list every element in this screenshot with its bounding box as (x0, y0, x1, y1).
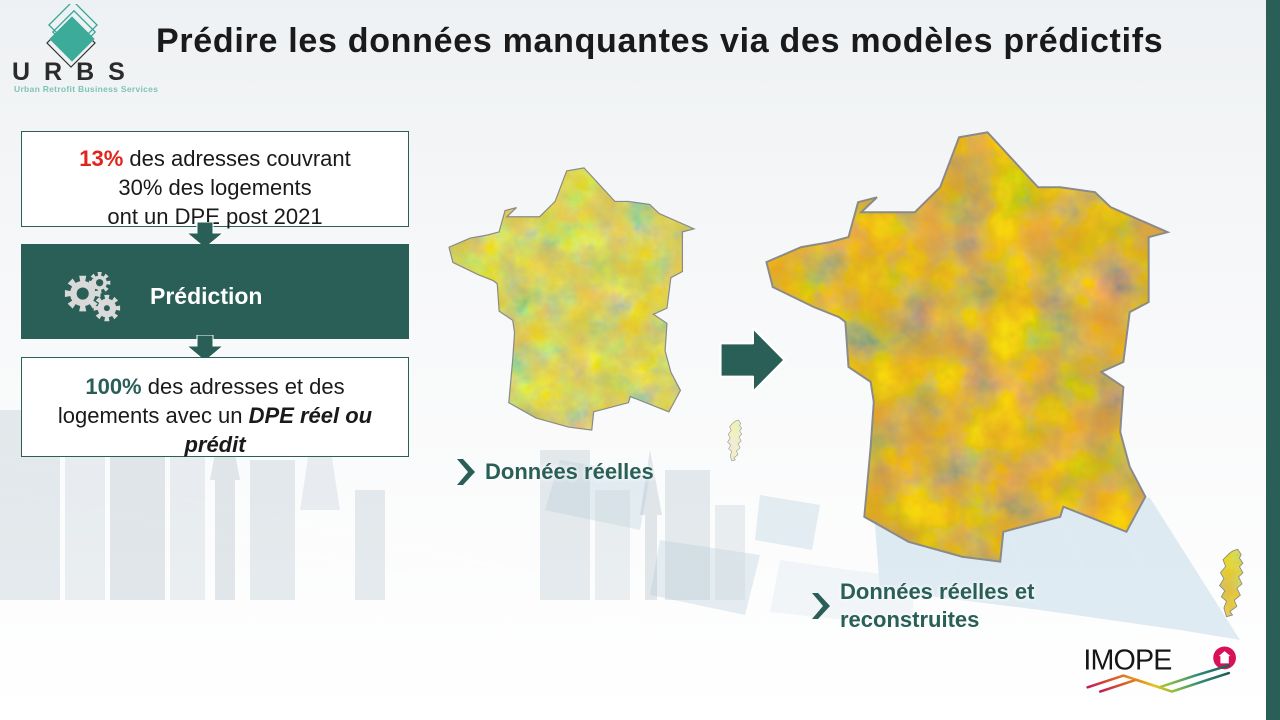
svg-text:IMOPE: IMOPE (1083, 645, 1171, 677)
